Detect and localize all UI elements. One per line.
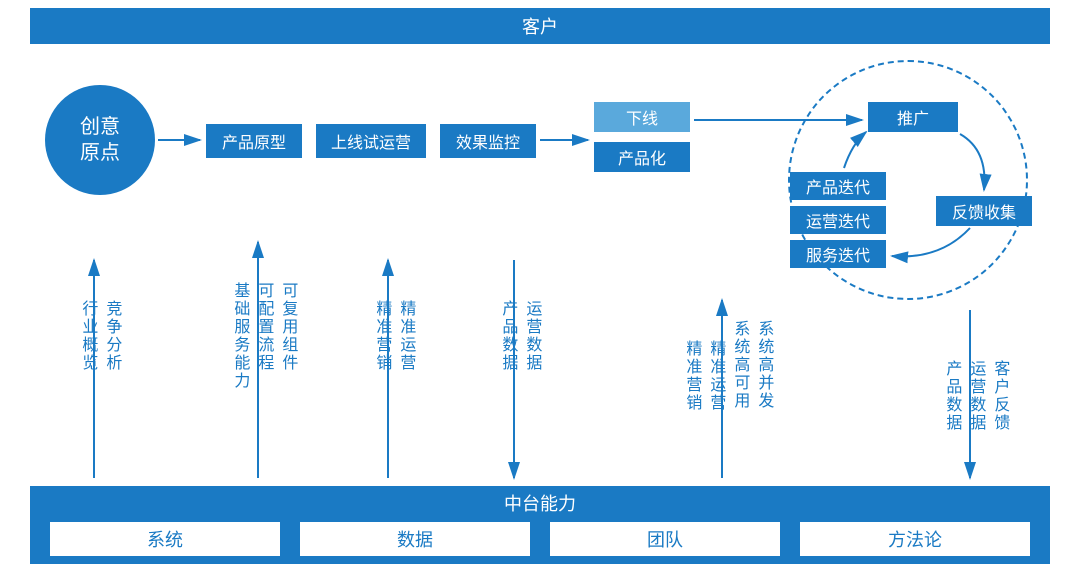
platform-container: 中台能力 系统 数据 团队 方法论	[30, 486, 1050, 564]
box-iter-service: 服务迭代	[790, 240, 886, 268]
box-monitor: 效果监控	[440, 124, 536, 158]
origin-circle: 创意原点	[45, 85, 155, 195]
vgroup-5-col-0: 产品数据	[940, 360, 962, 432]
vgroup-1-col-1: 可配置流程	[252, 282, 274, 372]
box-trial: 上线试运营	[316, 124, 426, 158]
origin-label: 创意原点	[80, 114, 120, 166]
vgroup-4-col-0: 精准营销	[680, 340, 702, 412]
vgroup-1-col-2: 可复用组件	[276, 282, 298, 372]
platform-cell-system: 系统	[50, 522, 280, 556]
vgroup-1-col-0: 基础服务能力	[228, 282, 250, 390]
box-prototype: 产品原型	[206, 124, 302, 158]
vgroup-0-col-0: 行业概览	[76, 300, 98, 372]
box-promote: 推广	[868, 102, 958, 132]
platform-cell-team: 团队	[550, 522, 780, 556]
platform-row: 系统 数据 团队 方法论	[30, 522, 1050, 566]
platform-title: 中台能力	[30, 486, 1050, 522]
box-offline: 下线	[594, 102, 690, 132]
platform-cell-data: 数据	[300, 522, 530, 556]
box-feedback: 反馈收集	[936, 196, 1032, 226]
vgroup-5-col-2: 客户反馈	[988, 360, 1010, 432]
vgroup-2-col-0: 精准营销	[370, 300, 392, 372]
top-banner: 客户	[30, 8, 1050, 44]
vgroup-0-col-1: 竞争分析	[100, 300, 122, 372]
vgroup-5-col-1: 运营数据	[964, 360, 986, 432]
vgroup-3-col-1: 运营数据	[520, 300, 542, 372]
vgroup-4-col-3: 系统高并发	[752, 320, 774, 410]
platform-cell-method: 方法论	[800, 522, 1030, 556]
box-iter-product: 产品迭代	[790, 172, 886, 200]
vgroup-2-col-1: 精准运营	[394, 300, 416, 372]
box-iter-ops: 运营迭代	[790, 206, 886, 234]
box-productize: 产品化	[594, 142, 690, 172]
vgroup-3-col-0: 产品数据	[496, 300, 518, 372]
vgroup-4-col-2: 系统高可用	[728, 320, 750, 410]
vgroup-4-col-1: 精准运营	[704, 340, 726, 412]
